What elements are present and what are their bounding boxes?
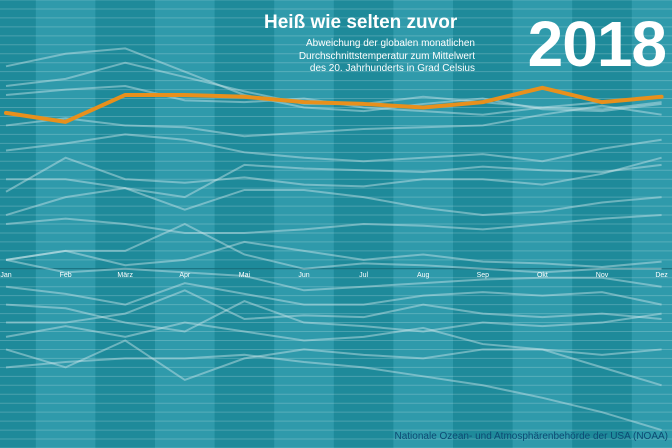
series-line [6, 289, 662, 324]
tick-label: Feb [60, 272, 72, 279]
series-line [5, 47, 662, 113]
subtitle-line: Abweichung der globalen monatlichen [305, 38, 475, 49]
tick-label: Jun [298, 272, 309, 279]
series-line [5, 104, 662, 138]
highlight-2018 [4, 85, 664, 124]
tick-label: März [117, 272, 133, 279]
month-band [155, 0, 215, 448]
year-label: 2018 [527, 8, 667, 80]
tick-label: Sep [477, 272, 490, 279]
tick-label: Okt [537, 272, 548, 279]
tick-label: Jan [0, 272, 11, 279]
subtitle-line: Durchschnittstemperatur zum Mittelwert [298, 50, 475, 62]
series-line [5, 321, 662, 387]
source-note: Nationale Ozean- und Atmosphärenbehörde … [394, 431, 669, 442]
series-line [5, 353, 662, 432]
series-line [5, 156, 662, 193]
month-tick-labels: Jan Feb März Apr Mai Jun Jul Aug Sep Okt Nov Dez [0, 272, 668, 279]
series-line [5, 133, 662, 163]
tick-label: Aug [417, 272, 430, 279]
series-line-2018 [4, 85, 664, 124]
tick-label: Mai [239, 272, 251, 279]
month-bands [35, 0, 672, 448]
other-year-lines [5, 47, 662, 432]
chart-title: Heiß wie selten zuvor [264, 12, 458, 33]
tick-label: Nov [596, 272, 609, 279]
series-line [5, 258, 662, 292]
month-band [35, 0, 96, 448]
tick-label: Dez [655, 272, 668, 279]
series-line [5, 187, 662, 217]
month-band [393, 0, 453, 448]
month-band [512, 0, 573, 448]
series-line [5, 222, 662, 274]
series-line [5, 299, 662, 333]
series-line [5, 240, 662, 269]
series-line [6, 163, 662, 199]
month-band [631, 0, 672, 448]
series-line [5, 214, 662, 234]
month-band [274, 0, 334, 448]
tick-label: Apr [179, 272, 191, 279]
series-line [5, 339, 662, 382]
subtitle-line: des 20. Jahrhunderts in Grad Celsius [309, 63, 475, 74]
series-line [5, 282, 662, 306]
chart-subtitle: Abweichung der globalen monatlichen Durc… [175, 38, 475, 76]
tick-label: Jul [359, 272, 368, 279]
